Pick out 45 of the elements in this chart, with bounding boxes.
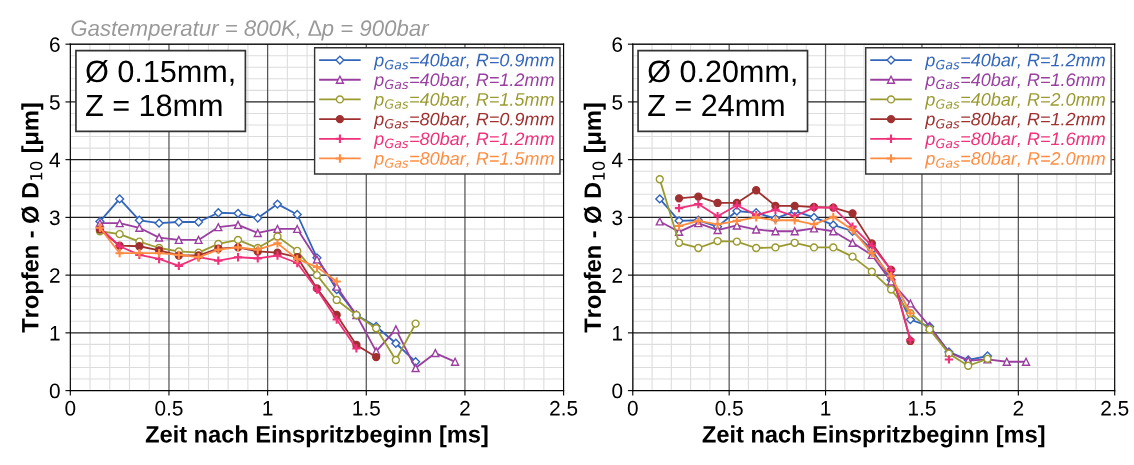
y-tick-label: 3 bbox=[612, 210, 623, 226]
annotation: Ø 0.20mm, Z = 24mm bbox=[648, 60, 796, 116]
legend-label: p$_{Gas}$=40bar, R=1.6mm bbox=[924, 72, 1105, 90]
legend-label: p$_{Gas}$=40bar, R=1.5mm bbox=[373, 92, 554, 110]
y-tick-label: 1 bbox=[50, 326, 60, 341]
x-tick-label: 2 bbox=[460, 400, 470, 416]
x-tick-label: 1.5 bbox=[909, 401, 936, 416]
legend-label: p$_{Gas}$=40bar, R=1.2mm bbox=[373, 72, 554, 90]
x-axis-title: Zeit nach Einspritzbeginn [ms] bbox=[702, 425, 1045, 448]
x-tick-label: 1 bbox=[263, 401, 273, 416]
legend-label: p$_{Gas}$=80bar, R=1.2mm bbox=[924, 112, 1105, 130]
x-tick-label: 1.5 bbox=[353, 401, 380, 416]
y-tick-label: 6 bbox=[50, 37, 60, 52]
x-tick-label: 2.5 bbox=[1101, 400, 1129, 416]
y-tick-label: 4 bbox=[611, 152, 623, 168]
annotation: Ø 0.15mm, Z = 18mm bbox=[86, 60, 234, 117]
legend-label: p$_{Gas}$=80bar, R=1.6mm bbox=[924, 131, 1105, 149]
y-tick-label: 1 bbox=[613, 326, 623, 341]
legend-label: p$_{Gas}$=40bar, R=0.9mm bbox=[373, 53, 554, 71]
x-tick-label: 0.5 bbox=[715, 400, 743, 416]
y-tick-label: 3 bbox=[49, 210, 60, 226]
x-tick-label: 0 bbox=[65, 400, 76, 416]
y-axis-title: Tropfen - Ø D$_{10}$ [μm] bbox=[583, 103, 606, 333]
legend-label: p$_{Gas}$=80bar, R=0.9mm bbox=[373, 112, 554, 130]
legend-label: p$_{Gas}$=40bar, R=2.0mm bbox=[924, 92, 1105, 110]
y-tick-label: 2 bbox=[50, 268, 60, 283]
y-tick-label: 0 bbox=[49, 383, 60, 399]
y-tick-label: 5 bbox=[612, 95, 623, 110]
y-tick-label: 4 bbox=[49, 152, 60, 168]
y-tick-label: 6 bbox=[612, 37, 623, 52]
x-tick-label: 1 bbox=[821, 401, 831, 416]
x-axis-title: Zeit nach Einspritzbeginn [ms] bbox=[145, 425, 488, 448]
y-axis-title: Tropfen - Ø D$_{10}$ [μm] bbox=[21, 103, 44, 333]
legend-label: p$_{Gas}$=80bar, R=2.0mm bbox=[924, 151, 1105, 169]
legend-label: p$_{Gas}$=80bar, R=1.2mm bbox=[373, 131, 554, 149]
legend-label: p$_{Gas}$=40bar, R=1.2mm bbox=[924, 53, 1105, 71]
chart-title: Gastemperatur = 800K, ∆p = 900bar bbox=[71, 19, 430, 41]
x-tick-label: 2.5 bbox=[550, 400, 578, 416]
y-tick-label: 2 bbox=[612, 268, 622, 283]
y-tick-label: 0 bbox=[612, 383, 623, 399]
y-tick-label: 5 bbox=[49, 95, 60, 110]
legend-label: p$_{Gas}$=80bar, R=1.5mm bbox=[373, 151, 554, 169]
x-tick-label: 0.5 bbox=[155, 400, 183, 416]
x-tick-label: 2 bbox=[1013, 400, 1024, 416]
x-tick-label: 0 bbox=[627, 400, 638, 416]
